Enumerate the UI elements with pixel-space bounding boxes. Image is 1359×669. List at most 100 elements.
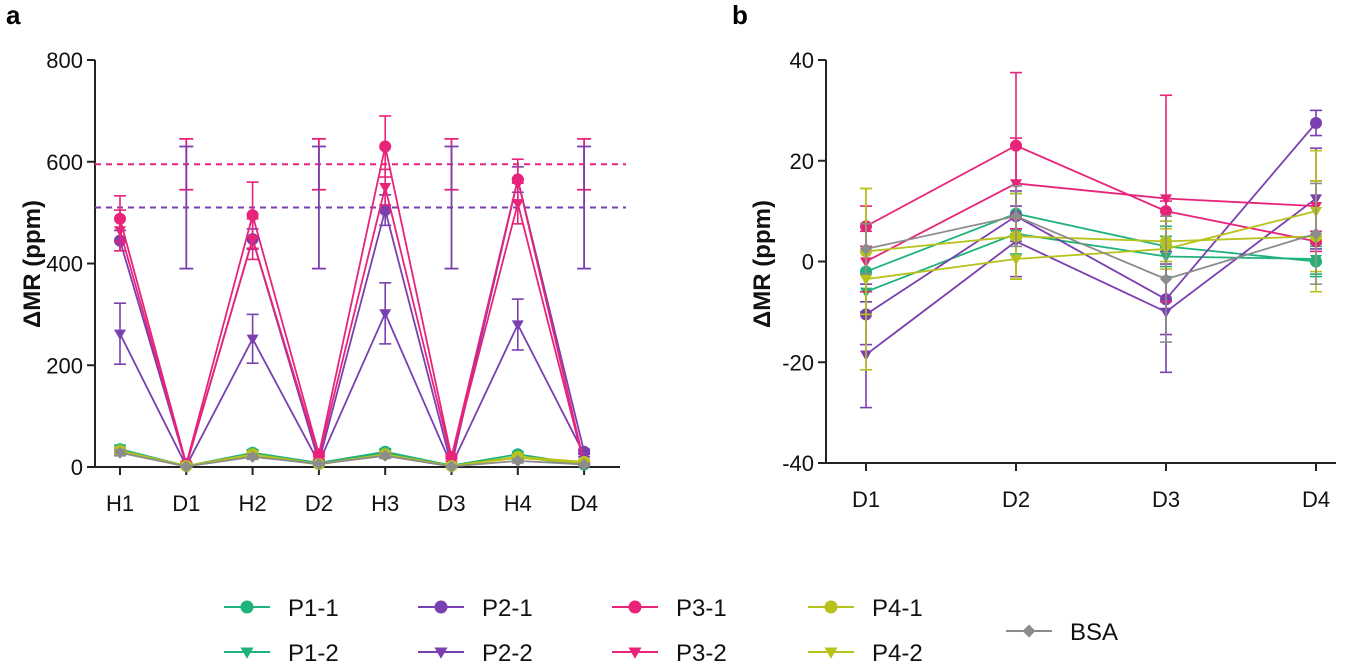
legend-marker — [434, 647, 448, 659]
panel-b-y-axis-label: ΔMR (ppm) — [749, 200, 776, 328]
legend-marker — [240, 647, 254, 659]
y-tick-label: 0 — [71, 455, 83, 480]
data-point — [379, 183, 392, 194]
x-tick-label: H4 — [504, 491, 532, 516]
panel-letter-b: b — [732, 0, 748, 30]
panel-letter-a: a — [6, 0, 21, 30]
y-tick-label: 20 — [790, 149, 814, 174]
data-point — [1010, 179, 1022, 190]
data-point — [511, 320, 524, 331]
legend-marker — [434, 600, 448, 614]
legend: P1-1 P1-2 P2-1 P2-2 P3-1 P3-2 P4-1 P4-2 BSA — [224, 595, 1118, 667]
panel-a-chart: 0 200 400 600 800 H1 D1 H2 D2 H3 D3 H4 D4 — [46, 48, 626, 516]
x-tick-label: D3 — [437, 491, 465, 516]
legend-label: P1-1 — [288, 595, 339, 622]
series-line — [865, 212, 1317, 273]
data-point — [246, 334, 259, 346]
data-point — [1010, 254, 1022, 266]
data-point — [379, 204, 392, 217]
y-tick-label: 40 — [790, 48, 814, 73]
series-line — [119, 451, 585, 468]
series-line — [865, 232, 1317, 293]
legend-marker — [824, 600, 838, 614]
series-line — [865, 215, 1317, 281]
series-line — [865, 182, 1317, 263]
y-tick-label: 400 — [46, 252, 83, 277]
data-point — [511, 199, 524, 210]
data-point — [379, 309, 392, 320]
legend-item-P1-2: P1-2 — [224, 640, 339, 667]
legend-item-P4-2: P4-2 — [808, 640, 923, 667]
legend-label: BSA — [1070, 619, 1118, 646]
data-point — [511, 454, 524, 467]
data-point — [1160, 194, 1172, 205]
legend-marker — [824, 647, 838, 659]
x-tick-label: D4 — [570, 491, 598, 516]
data-point — [445, 460, 458, 473]
data-point — [1160, 273, 1172, 286]
series-line — [119, 146, 585, 468]
legend-item-P3-1: P3-1 — [612, 595, 727, 622]
series-BSA — [860, 182, 1322, 343]
x-tick-label: D3 — [1152, 487, 1180, 512]
data-point — [246, 450, 259, 463]
data-point — [1310, 116, 1322, 129]
legend-marker — [628, 600, 642, 614]
legend-marker — [628, 647, 642, 659]
x-tick-label: H1 — [106, 491, 134, 516]
data-point — [180, 460, 193, 473]
legend-label: P3-2 — [676, 640, 727, 667]
y-tick-label: 200 — [46, 353, 83, 378]
legend-marker — [240, 600, 254, 614]
data-point — [312, 457, 325, 470]
x-tick-label: H3 — [371, 491, 399, 516]
series-P2-2 — [860, 147, 1322, 409]
legend-label: P2-1 — [482, 595, 533, 622]
data-point — [312, 452, 325, 464]
data-point — [860, 274, 872, 286]
series-line — [865, 235, 1317, 253]
x-tick-label: D1 — [172, 491, 200, 516]
series-P4-2 — [860, 149, 1322, 371]
series-P3-1 — [860, 71, 1322, 253]
data-point — [379, 140, 392, 153]
series-line — [865, 122, 1317, 316]
panel-b-chart: -40 -20 0 20 40 D1 D2 D3 D4 — [782, 48, 1336, 512]
legend-item-P3-2: P3-2 — [612, 640, 727, 667]
reference-error-bar — [179, 145, 194, 270]
legend-marker — [1022, 624, 1036, 638]
y-tick-label: 800 — [46, 48, 83, 73]
data-point — [114, 446, 126, 459]
data-point — [1010, 210, 1022, 223]
data-point — [246, 234, 259, 246]
reference-error-bar — [311, 145, 326, 270]
panel-a-y-axis-label: ΔMR (ppm) — [19, 200, 46, 328]
data-point — [578, 458, 591, 471]
data-point — [114, 329, 126, 340]
y-tick-label: -20 — [782, 350, 814, 375]
data-point — [379, 449, 392, 462]
legend-label: P3-1 — [676, 595, 727, 622]
series-line — [119, 311, 585, 468]
data-point — [114, 226, 126, 237]
series-line — [865, 144, 1317, 243]
y-tick-label: 600 — [46, 150, 83, 175]
legend-label: P4-1 — [872, 595, 923, 622]
x-tick-label: D2 — [1002, 487, 1030, 512]
series-BSA — [114, 446, 591, 473]
x-tick-label: D2 — [305, 491, 333, 516]
legend-label: P1-2 — [288, 640, 339, 667]
legend-item-P4-1: P4-1 — [808, 595, 923, 622]
legend-item-P2-1: P2-1 — [418, 595, 533, 622]
y-tick-label: 0 — [802, 250, 814, 275]
y-tick-label: -40 — [782, 451, 814, 476]
x-tick-label: H2 — [239, 491, 267, 516]
data-point — [1310, 227, 1322, 240]
reference-error-bar — [444, 145, 459, 270]
x-tick-label: D1 — [852, 487, 880, 512]
x-tick-label: D4 — [1302, 487, 1330, 512]
legend-item-BSA: BSA — [1006, 619, 1118, 646]
series-line — [865, 197, 1317, 356]
reference-error-bar — [577, 145, 592, 270]
